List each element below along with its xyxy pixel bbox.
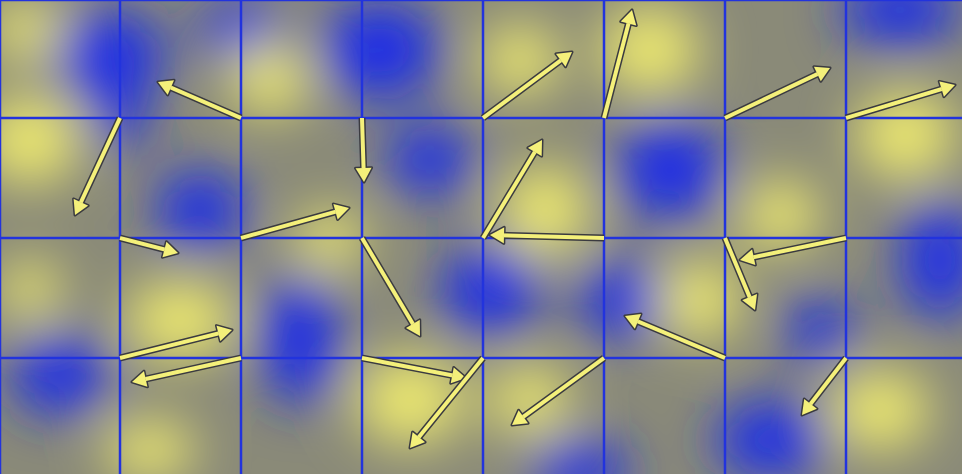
arrow <box>408 355 486 450</box>
arrow-shaft <box>145 356 242 381</box>
noise-blob <box>125 280 235 360</box>
arrow <box>156 78 243 122</box>
arrow-shaft <box>417 356 485 439</box>
arrow-head <box>740 249 756 265</box>
arrow-head <box>527 140 542 157</box>
noise-blob <box>900 200 962 320</box>
noise-blob <box>355 355 465 445</box>
arrow <box>600 8 638 119</box>
arrow <box>119 324 234 362</box>
arrow-head <box>333 204 349 220</box>
arrow-head <box>813 66 830 82</box>
arrow-head <box>410 432 426 448</box>
arrow-shaft <box>240 209 337 240</box>
arrow-head <box>939 81 955 97</box>
noise-blob <box>320 0 440 100</box>
arrow-shaft <box>481 58 562 120</box>
noise-blob <box>440 245 540 335</box>
arrow <box>130 354 242 389</box>
arrow-head <box>355 167 372 182</box>
noise-blob <box>500 165 590 255</box>
arrow-head <box>216 325 232 342</box>
arrow-shaft <box>637 319 726 360</box>
arrow-head <box>158 80 175 95</box>
arrow <box>354 117 374 184</box>
noise-blob <box>0 260 60 320</box>
noise-blob <box>105 420 195 474</box>
noise-blob <box>55 10 165 100</box>
arrow-shaft <box>119 236 165 252</box>
arrow-shaft <box>79 117 122 204</box>
arrow-head <box>132 371 148 387</box>
noise-blob <box>10 335 110 415</box>
arrow <box>480 50 574 121</box>
arrow-shaft <box>522 356 606 419</box>
arrow-head <box>555 52 572 67</box>
noise-blob <box>840 0 960 45</box>
arrow-head <box>162 241 178 258</box>
noise-blob <box>385 125 475 195</box>
arrow-shaft <box>170 85 242 120</box>
arrow-shaft <box>723 237 752 298</box>
noise-blob <box>480 25 560 95</box>
arrow-head <box>625 314 642 329</box>
arrow-shaft <box>360 117 366 169</box>
noise-blob <box>0 0 60 60</box>
arrow-head <box>490 227 505 244</box>
arrow-shaft <box>361 356 453 378</box>
arrow-head <box>620 10 637 26</box>
arrow-head <box>73 198 89 215</box>
arrow <box>721 236 759 312</box>
arrow-shaft <box>724 72 819 120</box>
arrow <box>738 234 847 267</box>
arrow <box>72 116 124 217</box>
noise-blob <box>490 365 570 435</box>
noise-blob <box>155 170 245 250</box>
arrow-shaft <box>845 87 943 120</box>
arrow <box>723 65 832 122</box>
arrow-shaft <box>602 23 631 119</box>
noise-blob <box>740 180 820 250</box>
noise-blob <box>830 370 930 450</box>
arrow <box>800 355 849 417</box>
noise-blob <box>260 275 340 405</box>
arrow-head <box>742 294 757 310</box>
noise-blob <box>715 400 825 474</box>
arrow <box>480 138 544 240</box>
arrow-shaft <box>503 233 605 240</box>
arrow-shaft <box>753 236 847 260</box>
arrow-head <box>512 410 529 425</box>
noise-blob <box>660 260 740 340</box>
noise-blob <box>855 90 955 180</box>
arrow-shaft <box>808 356 848 406</box>
arrow <box>844 79 957 122</box>
arrow <box>358 236 422 338</box>
gradient-vectors <box>72 8 957 450</box>
noise-blob <box>295 210 365 270</box>
arrow <box>510 355 607 427</box>
arrow <box>119 234 180 259</box>
arrow-shaft <box>119 331 219 360</box>
arrow-head <box>802 399 817 415</box>
arrow <box>623 312 727 362</box>
noise-blob <box>615 120 725 220</box>
arrow-head <box>405 319 420 336</box>
arrow <box>240 202 351 242</box>
arrow-shaft <box>360 236 415 325</box>
arrow <box>488 225 605 245</box>
arrow-shaft <box>481 150 537 240</box>
noise-blob <box>785 300 855 360</box>
noise-blob <box>230 45 310 115</box>
